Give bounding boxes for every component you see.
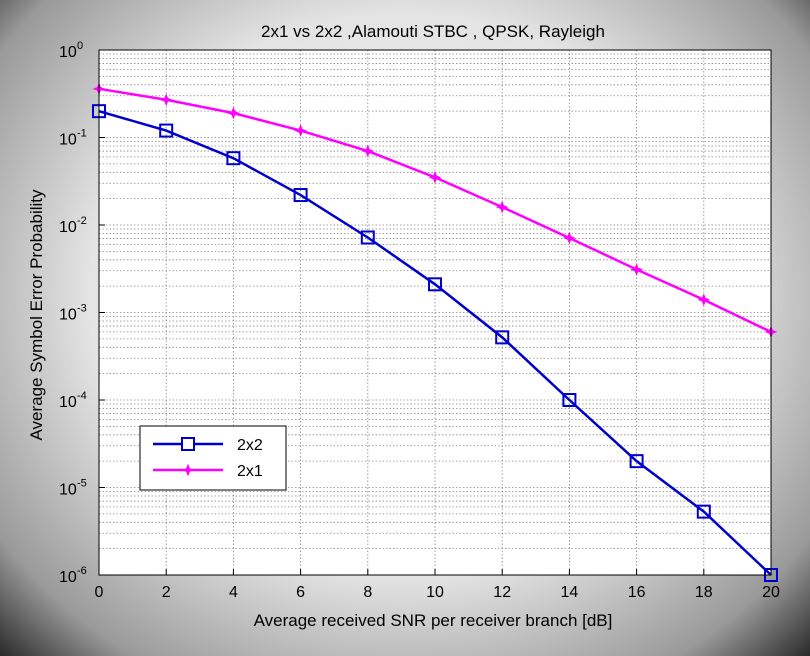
x-tick-label: 10 <box>426 584 444 601</box>
chart-title: 2x1 vs 2x2 ,Alamouti STBC , QPSK, Raylei… <box>261 22 605 41</box>
data-point-2x2 <box>360 230 375 245</box>
legend: 2x2 2x1 <box>139 425 287 491</box>
x-tick-label: 18 <box>695 584 713 601</box>
data-point-2x2 <box>293 188 308 203</box>
y-tick-label: 10 -1 <box>59 128 87 149</box>
y-tick-exponent: -5 <box>77 478 87 490</box>
data-point-2x1 <box>159 93 173 107</box>
y-axis-label: Average Symbol Error Probability <box>27 189 46 441</box>
y-tick-base: 10 <box>59 394 77 411</box>
y-tick-label: 10 0 <box>59 40 83 61</box>
y-tick-base: 10 <box>59 132 77 149</box>
data-point-2x1 <box>428 171 442 184</box>
data-point-2x2 <box>562 393 577 407</box>
y-tick-base: 10 <box>59 219 77 236</box>
y-tick-exponent: -6 <box>77 565 87 577</box>
y-tick-label: 10 -3 <box>59 303 87 324</box>
x-tick-label: 0 <box>95 584 104 601</box>
legend-box <box>139 425 287 491</box>
y-tick-exponent: -2 <box>77 215 87 227</box>
x-tick-label: 14 <box>561 584 579 601</box>
y-tick-exponent: 0 <box>77 40 83 52</box>
data-point-2x2 <box>428 277 442 292</box>
x-axis-ticks: 0 2 4 6 8 10 12 14 16 18 20 <box>95 569 780 601</box>
data-point-2x2 <box>495 330 510 345</box>
data-point-2x1 <box>630 263 643 276</box>
y-tick-base: 10 <box>59 569 77 586</box>
y-tick-exponent: -4 <box>77 390 87 402</box>
data-point-2x2 <box>226 151 241 166</box>
legend-swatch-marker <box>181 437 195 451</box>
x-axis-label: Average received SNR per receiver branch… <box>254 611 613 630</box>
grid-lines <box>98 50 772 576</box>
y-tick-exponent: -1 <box>77 128 87 140</box>
data-point-2x1 <box>563 231 576 245</box>
y-tick-label: 10 -2 <box>59 215 87 236</box>
x-tick-label: 8 <box>363 584 372 601</box>
data-point-2x1 <box>294 124 307 137</box>
x-tick-label: 16 <box>628 584 646 601</box>
x-tick-label: 2 <box>162 584 171 601</box>
legend-swatch-marker <box>181 463 195 477</box>
y-tick-base: 10 <box>59 44 77 61</box>
data-point-2x1 <box>697 293 711 307</box>
x-tick-label: 6 <box>296 584 305 601</box>
data-point-2x1 <box>227 106 240 120</box>
series-line-2x2 <box>98 109 772 576</box>
data-point-2x1 <box>361 144 375 158</box>
legend-label: 2x2 <box>237 437 263 454</box>
data-point-2x2 <box>696 504 711 519</box>
data-point-2x1 <box>495 200 509 214</box>
x-tick-label: 12 <box>493 584 511 601</box>
y-tick-base: 10 <box>59 482 77 499</box>
y-tick-label: 10 -5 <box>59 478 87 499</box>
y-tick-label: 10 -6 <box>59 565 87 586</box>
x-tick-label: 20 <box>762 584 780 601</box>
x-tick-label: 4 <box>229 584 238 601</box>
data-point-2x2 <box>629 454 644 469</box>
legend-label: 2x1 <box>237 463 263 480</box>
data-point-2x2 <box>159 123 174 138</box>
y-tick-base: 10 <box>59 307 77 324</box>
y-tick-label: 10 -4 <box>59 390 87 411</box>
y-tick-exponent: -3 <box>77 303 87 315</box>
